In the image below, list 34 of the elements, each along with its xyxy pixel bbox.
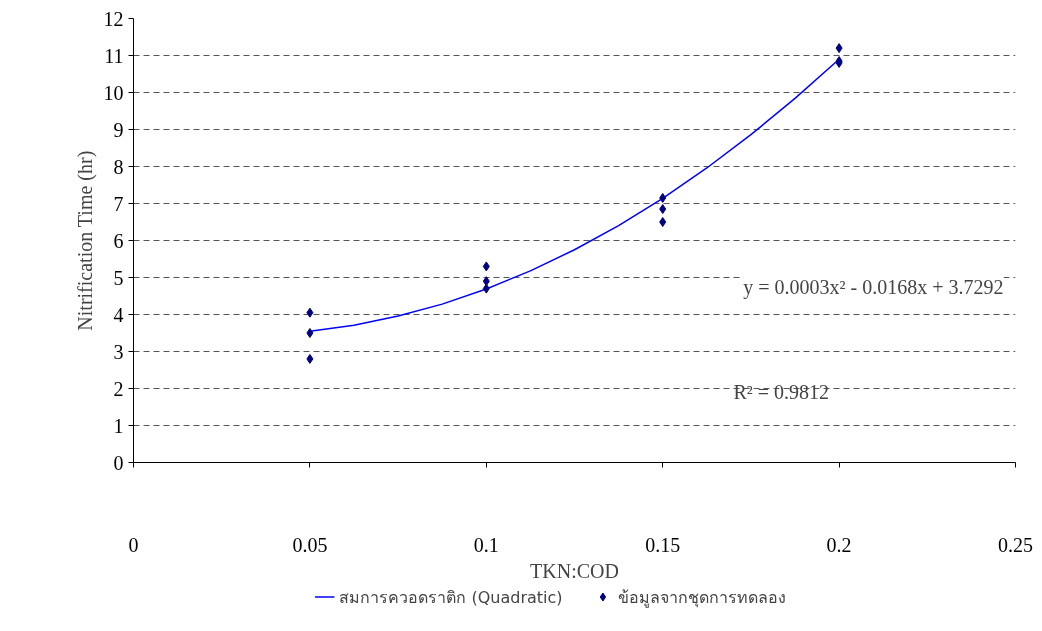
y-tick-label: 11	[104, 44, 124, 67]
y-tick-label: 8	[113, 155, 124, 178]
y-tick-label: 0	[113, 451, 124, 474]
point	[482, 261, 490, 272]
legend-label: ข้อมูลจากชุดการทดลอง	[617, 586, 786, 609]
x-tick-label: 0.25	[998, 533, 1033, 556]
y-tick-label: 5	[113, 266, 124, 289]
x-tick-label: 0.15	[645, 533, 681, 556]
point	[835, 43, 843, 54]
x-axis-title: TKN:COD	[530, 559, 619, 582]
y-tick-label: 6	[113, 229, 124, 252]
x-tick-label: 0.05	[292, 533, 328, 556]
y-axis-title: Nitrification Time (hr)	[73, 150, 97, 331]
point	[306, 328, 314, 338]
annotation: R² = 0.9812	[733, 380, 830, 403]
y-tick-label: 3	[113, 340, 124, 363]
point	[482, 283, 490, 294]
point	[306, 307, 314, 318]
y-tick-label: 12	[103, 7, 124, 30]
annotation: y = 0.0003x² - 0.0168x + 3.7292	[743, 275, 1004, 299]
x-tick-label: 0.2	[826, 533, 852, 556]
x-tick-label: 0	[128, 533, 139, 556]
legend-label: สมการควอดราติก (Quadratic)	[339, 586, 563, 608]
point	[659, 217, 667, 227]
y-tick-label: 4	[113, 303, 124, 326]
y-tick-label: 1	[113, 414, 124, 437]
x-tick-label: 0.1	[473, 533, 499, 556]
point	[659, 204, 667, 215]
y-tick-label: 7	[113, 192, 124, 215]
y-tick-label: 9	[113, 118, 124, 141]
y-tick-label: 2	[113, 377, 124, 400]
y-tick-label: 10	[103, 81, 124, 104]
point	[306, 353, 314, 364]
point	[659, 192, 667, 203]
